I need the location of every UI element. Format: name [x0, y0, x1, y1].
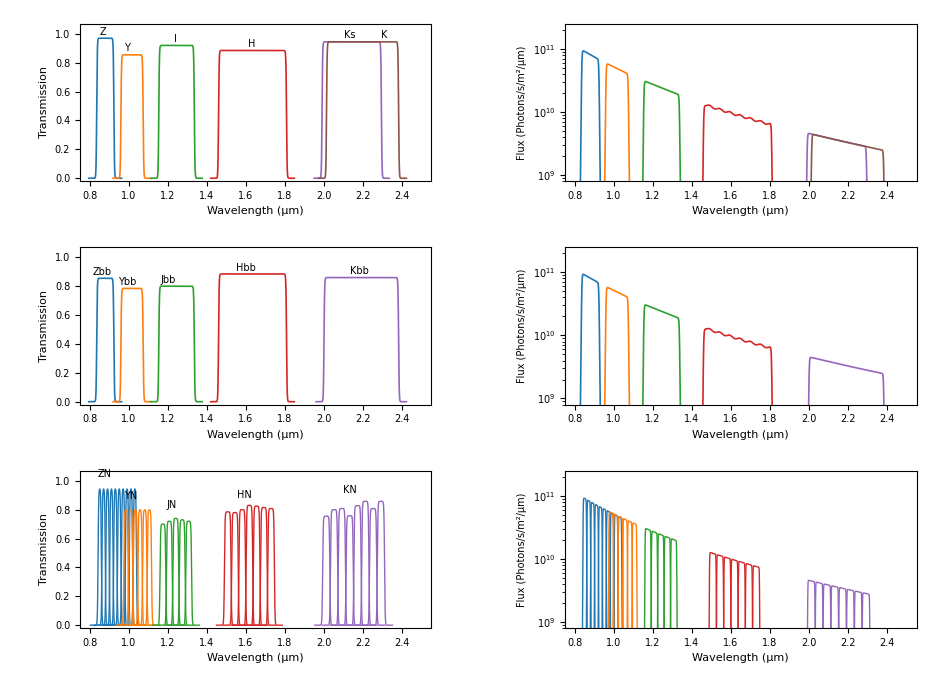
Y-axis label: Transmission: Transmission: [39, 67, 49, 139]
Y-axis label: Flux (Photons/s/m²/μm): Flux (Photons/s/m²/μm): [517, 269, 527, 383]
X-axis label: Wavelength (μm): Wavelength (μm): [693, 653, 789, 663]
Text: Y: Y: [124, 43, 130, 54]
Text: HN: HN: [237, 490, 251, 500]
Y-axis label: Transmission: Transmission: [39, 513, 49, 585]
X-axis label: Wavelength (μm): Wavelength (μm): [208, 653, 304, 663]
Text: I: I: [174, 34, 177, 44]
X-axis label: Wavelength (μm): Wavelength (μm): [208, 430, 304, 440]
Y-axis label: Flux (Photons/s/m²/μm): Flux (Photons/s/m²/μm): [517, 492, 527, 606]
X-axis label: Wavelength (μm): Wavelength (μm): [208, 206, 304, 217]
Y-axis label: Flux (Photons/s/m²/μm): Flux (Photons/s/m²/μm): [517, 45, 527, 160]
Text: KN: KN: [342, 485, 356, 495]
X-axis label: Wavelength (μm): Wavelength (μm): [693, 430, 789, 440]
Text: Kbb: Kbb: [350, 266, 368, 276]
Text: H: H: [248, 39, 256, 49]
Y-axis label: Transmission: Transmission: [39, 290, 49, 362]
X-axis label: Wavelength (μm): Wavelength (μm): [693, 206, 789, 217]
Text: Ks: Ks: [344, 31, 355, 40]
Text: Z: Z: [100, 26, 106, 37]
Text: Hbb: Hbb: [236, 263, 256, 272]
Text: Ybb: Ybb: [118, 277, 136, 287]
Text: Zbb: Zbb: [93, 267, 112, 277]
Text: YN: YN: [124, 491, 137, 501]
Text: ZN: ZN: [98, 469, 111, 479]
Text: Jbb: Jbb: [160, 275, 176, 285]
Text: JN: JN: [166, 500, 177, 510]
Text: K: K: [382, 31, 387, 40]
